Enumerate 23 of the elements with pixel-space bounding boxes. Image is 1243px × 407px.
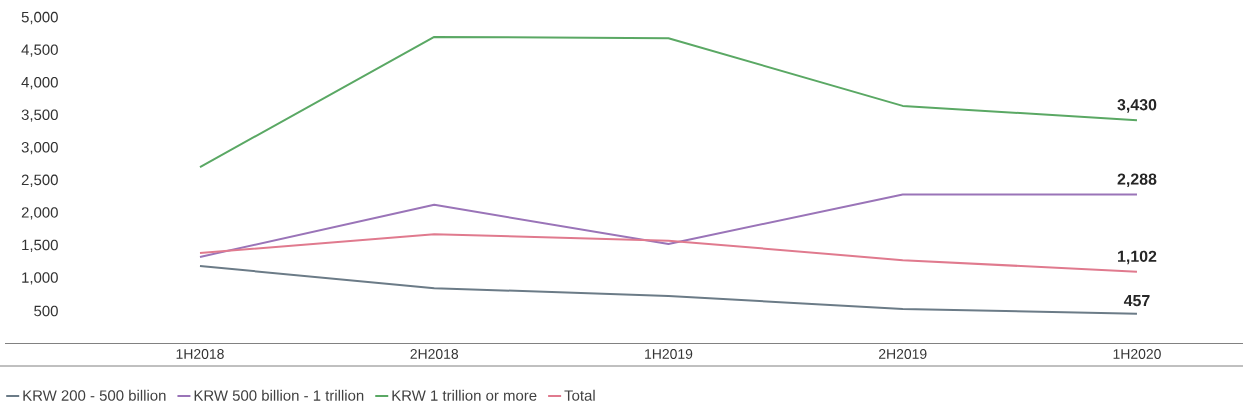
x-tick-label: 1H2018 (176, 349, 224, 359)
legend-label: KRW 200 - 500 billion (23, 389, 166, 401)
y-tick-label: 3,000 (21, 142, 58, 155)
legend-label: KRW 500 billion - 1 trillion (194, 389, 364, 401)
y-tick-label: 4,500 (21, 44, 58, 57)
y-tick-label: 500 (34, 305, 58, 317)
legend-label: Total (564, 389, 595, 401)
x-tick-label: 1H2020 (1113, 349, 1161, 359)
y-tick-label: 3,500 (21, 109, 58, 122)
x-tick-label: 2H2018 (410, 349, 459, 359)
data-label: 2,288 (1117, 173, 1157, 188)
y-tick-label: 1,000 (22, 272, 58, 285)
x-tick-label: 1H2019 (645, 349, 693, 359)
y-tick-label: 2,000 (21, 207, 58, 220)
data-label: 1,102 (1118, 250, 1157, 265)
y-tick-label: 2,500 (21, 174, 58, 187)
data-label: 3,430 (1117, 99, 1157, 113)
data-label: 457 (1123, 295, 1150, 307)
legend-label: KRW 1 trillion or more (392, 389, 537, 401)
y-tick-label: 5,000 (21, 11, 58, 25)
y-tick-label: 4,000 (21, 76, 58, 90)
y-tick-label: 1,500 (22, 239, 58, 253)
x-tick-label: 2H2019 (879, 349, 927, 359)
